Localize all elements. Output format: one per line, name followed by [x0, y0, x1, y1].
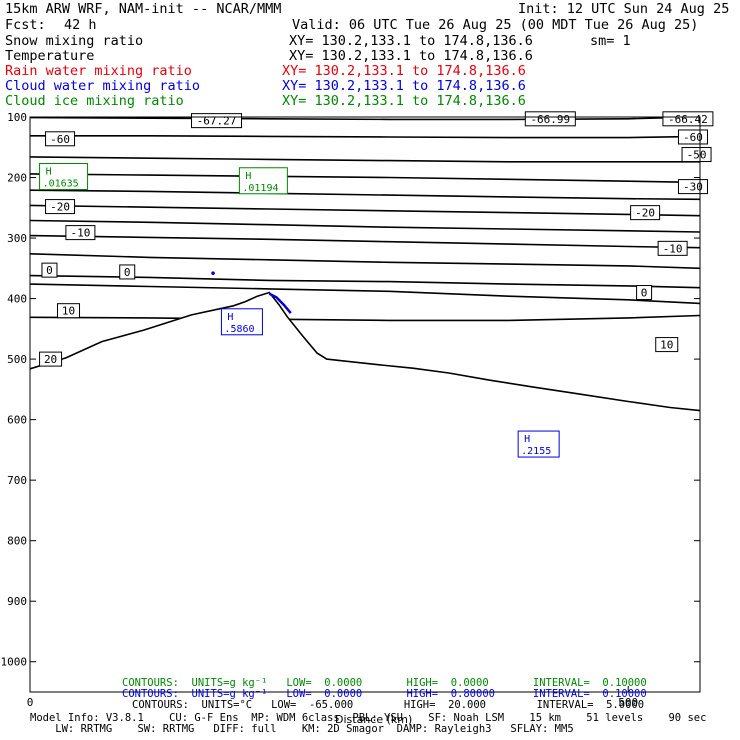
- contour-label-box: [41, 262, 58, 278]
- plot-frame: [29, 116, 701, 693]
- contour-label: -10: [70, 227, 90, 240]
- temperature-contour: [29, 219, 701, 233]
- cloud-ice-maximum-letter: H: [245, 171, 251, 182]
- temperature-contour: [29, 116, 701, 121]
- contour-label-box: [681, 147, 712, 163]
- field-snow-xy: XY= 130.2,133.1 to 174.8,136.6: [289, 33, 533, 49]
- y-tick-label: 900: [7, 595, 27, 608]
- contour-label: 20: [44, 353, 57, 366]
- contour-label: -20: [50, 201, 70, 214]
- cloud-water-maximum-value: .2155: [521, 446, 551, 457]
- contour-label: -30: [683, 181, 703, 194]
- cloud-ice-maximum-box: [39, 163, 89, 191]
- contour-label: -60: [683, 131, 703, 144]
- cloud-water-maximum-box: [220, 308, 263, 336]
- contour-label-box: [57, 303, 81, 319]
- contour-label-box: [39, 351, 63, 367]
- contour-label: -20: [635, 207, 655, 220]
- field-cloudwater-name: Cloud water mixing ratio: [5, 78, 201, 94]
- y-tick-label: 800: [7, 535, 27, 548]
- field-temperature-name: Temperature: [5, 48, 95, 64]
- contour-label: 0: [46, 264, 53, 277]
- legend-cloud-ice: CONTOURS: UNITS=g kg⁻¹ LOW= 0.0000 HIGH=…: [122, 677, 647, 689]
- y-tick-label: 700: [7, 474, 27, 487]
- x-tick-label: 0: [27, 696, 34, 709]
- y-tick-label: 200: [7, 172, 27, 185]
- temperature-contour: [29, 173, 701, 184]
- field-cloudice-name: Cloud ice mixing ratio: [5, 93, 184, 109]
- temperature-contour: [30, 135, 701, 139]
- field-rain-name: Rain water mixing ratio: [5, 63, 192, 79]
- contour-label: 10: [62, 305, 75, 318]
- y-tick-label: 100: [7, 111, 27, 124]
- forecast-hour: 42 h: [64, 17, 97, 33]
- cloud-ice-maximum-box: [238, 167, 288, 195]
- field-temperature-xy: XY= 130.2,133.1 to 174.8,136.6: [289, 48, 533, 64]
- contour-label-box: [45, 131, 76, 147]
- contour-label-box: [65, 225, 96, 241]
- contour-label-box: [657, 240, 688, 256]
- model-title: 15km ARW WRF, NAM-init -- NCAR/MMM: [5, 1, 282, 17]
- y-tick-label: 600: [7, 414, 27, 427]
- cloud-water-maximum-value: .5860: [224, 324, 254, 335]
- cloud-water-maximum-letter: H: [524, 434, 530, 445]
- temperature-contour: [29, 283, 701, 305]
- temperature-contour: [29, 189, 701, 201]
- y-tick-label: 1000: [1, 656, 28, 669]
- contour-label: -50: [687, 149, 707, 162]
- contour-label-box: [45, 199, 76, 215]
- cloud-water-maximum-letter: H: [227, 312, 233, 323]
- contour-label: -66.99: [530, 113, 570, 126]
- forecast-label: Fcst:: [5, 17, 46, 33]
- field-snow-smooth: sm= 1: [590, 33, 631, 49]
- cloud-water-dot: [211, 271, 215, 275]
- temperature-contour: [29, 314, 701, 322]
- contour-label: -10: [663, 242, 683, 255]
- y-tick-label: 300: [7, 232, 27, 245]
- cloud-ice-maximum-letter: H: [46, 167, 52, 178]
- cloud-water-maximum-box: [517, 430, 560, 458]
- field-snow-name: Snow mixing ratio: [5, 33, 144, 49]
- init-time: Init: 12 UTC Sun 24 Aug 25: [518, 1, 730, 17]
- terrain-line: [29, 291, 701, 412]
- temperature-contour: [29, 156, 700, 163]
- legend-cloud-water: CONTOURS: UNITS=g kg⁻¹ LOW= 0.0000 HIGH=…: [122, 688, 647, 700]
- field-cloudwater-xy: XY= 130.2,133.1 to 174.8,136.6: [282, 78, 526, 94]
- contour-label: 0: [641, 287, 648, 300]
- model-info-line-2: LW: RRTMG SW: RRTMG DIFF: full KM: 2D Sm…: [30, 723, 574, 735]
- contour-label-box: [524, 111, 576, 127]
- contour-label: -67.27: [197, 115, 237, 128]
- contour-label-box: [630, 205, 661, 221]
- temperature-contour: [29, 274, 701, 289]
- model-info-line-1: Model Info: V3.8.1 CU: G-F Ens MP: WDM 6…: [30, 712, 707, 724]
- temperature-contour: [29, 234, 701, 249]
- contour-label: 10: [660, 339, 673, 352]
- field-rain-xy: XY= 130.2,133.1 to 174.8,136.6: [282, 63, 526, 79]
- cloud-ice-maximum-value: .01194: [242, 183, 278, 194]
- temperature-contour: [29, 253, 701, 270]
- contour-label: 0: [124, 266, 131, 279]
- contour-label-box: [119, 264, 136, 280]
- temperature-contour: [29, 204, 701, 217]
- field-cloudice-xy: XY= 130.2,133.1 to 174.8,136.6: [282, 93, 526, 109]
- x-axis-label: Distance (km): [335, 713, 413, 726]
- legend-temperature: CONTOURS: UNITS=°C LOW= -65.000 HIGH= 20…: [132, 699, 645, 711]
- contour-label: -60: [50, 133, 70, 146]
- contour-label-box: [655, 337, 679, 353]
- terrain-mask: [30, 292, 700, 692]
- contour-label: -66.42: [668, 113, 708, 126]
- cloud-ice-maximum-value: .01635: [43, 179, 79, 190]
- cloud-water-contour: [268, 292, 292, 314]
- contour-label-box: [636, 285, 653, 301]
- valid-time: Valid: 06 UTC Tue 26 Aug 25 (00 MDT Tue …: [292, 17, 699, 33]
- y-tick-label: 400: [7, 293, 27, 306]
- y-tick-label: 500: [7, 353, 27, 366]
- x-tick-label: 500: [618, 696, 638, 709]
